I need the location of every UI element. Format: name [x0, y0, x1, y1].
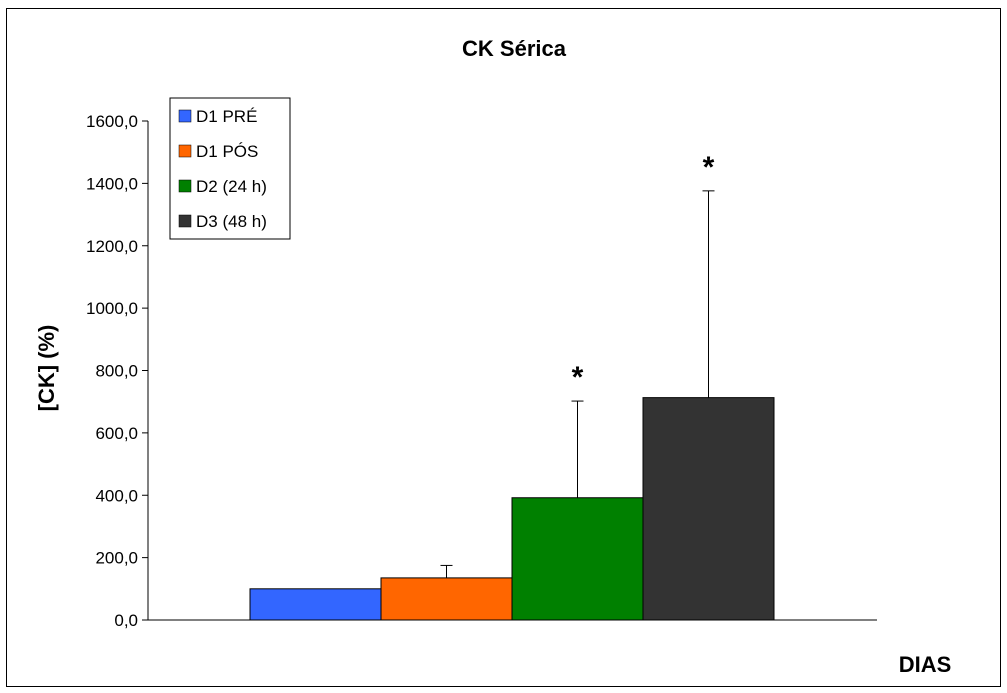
bar: [380, 577, 513, 621]
legend-swatch: [178, 144, 192, 158]
y-tick-label: 600,0: [95, 424, 138, 443]
legend-swatch: [178, 179, 192, 193]
significance-marker: *: [572, 361, 584, 394]
axes: 0,0 200,0 400,0 600,0 800,0 1000,0 1200,0 1400,…: [86, 112, 877, 630]
y-tick-label: 1600,0: [86, 112, 138, 131]
legend: D1 PRÉ D1 PÓS D2 (24 h) D3 (48 h): [169, 97, 291, 240]
y-tick-label: 1200,0: [86, 237, 138, 256]
x-axis-label: DIAS: [899, 652, 952, 677]
legend-label: D1 PÓS: [196, 142, 258, 161]
bars: **: [249, 151, 775, 621]
legend-swatch: [178, 214, 192, 228]
y-tick-label: 1000,0: [86, 299, 138, 318]
y-axis-label: [CK] (%): [34, 325, 59, 412]
bar: [511, 497, 644, 621]
y-tick-label: 200,0: [95, 549, 138, 568]
y-tick-label: 0,0: [114, 611, 138, 630]
legend-label: D2 (24 h): [196, 177, 267, 196]
significance-marker: *: [703, 151, 715, 184]
y-tick-label: 800,0: [95, 362, 138, 381]
y-tick-label: 400,0: [95, 486, 138, 505]
chart-title: CK Sérica: [462, 36, 567, 61]
bar: [642, 397, 775, 621]
legend-label: D1 PRÉ: [196, 107, 257, 126]
legend-label: D3 (48 h): [196, 212, 267, 231]
bar: [249, 588, 382, 621]
y-tick-label: 1400,0: [86, 174, 138, 193]
legend-swatch: [178, 109, 192, 123]
